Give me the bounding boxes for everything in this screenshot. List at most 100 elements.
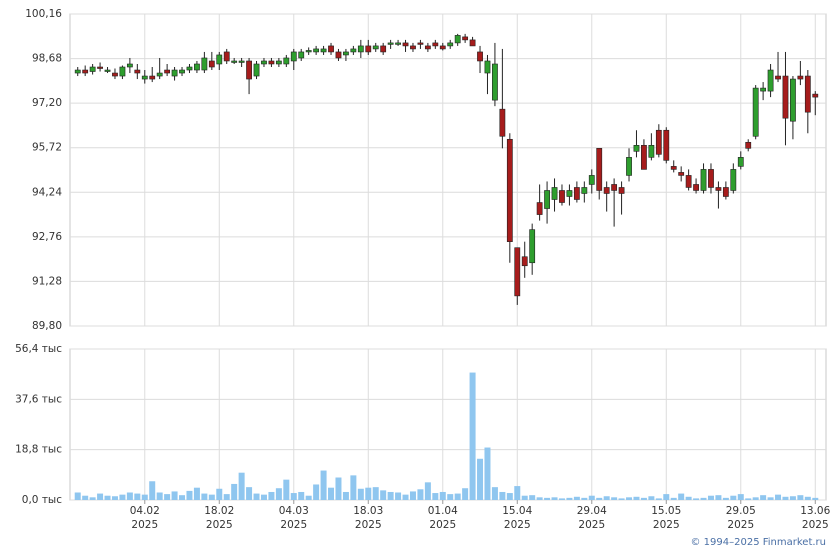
candle-body [231, 60, 238, 63]
candle-body [797, 75, 804, 80]
volume-bar [745, 498, 752, 500]
candle-body [365, 45, 372, 53]
volume-bar [246, 487, 253, 500]
y-tick-label: 37,6 тыс [15, 393, 62, 405]
volume-bar [693, 498, 700, 500]
volume-bar [603, 496, 610, 500]
x-tick-label: 2025 [429, 519, 456, 531]
x-tick-label: 04.03 [279, 505, 309, 517]
volume-bar [506, 493, 513, 500]
candle-body [641, 145, 647, 170]
candle-body [141, 75, 148, 80]
volume-bar [678, 493, 685, 500]
volume-bar [328, 487, 335, 500]
candle-body [97, 66, 103, 69]
volume-bar [767, 497, 774, 500]
candle-body [253, 63, 260, 77]
volume-bar [97, 493, 104, 500]
volume-bar [439, 491, 446, 500]
volume-bar [395, 492, 402, 500]
candle-body [156, 72, 163, 77]
candle-body [760, 87, 767, 92]
candle-body [603, 187, 610, 194]
volume-bar [648, 496, 655, 500]
candle-body [432, 42, 439, 47]
x-tick-label: 2025 [653, 519, 680, 531]
x-tick-label: 2025 [280, 519, 307, 531]
volume-bar [417, 489, 424, 500]
x-tick-label: 01.04 [428, 505, 458, 517]
candle-body [454, 35, 461, 44]
volume-bar [223, 494, 230, 500]
candle-body [149, 75, 156, 80]
volume-bar [402, 494, 409, 500]
volume-bar [730, 495, 737, 500]
y-tick-label: 0,0 тыс [22, 494, 62, 506]
candle-body [119, 66, 126, 77]
candle-body [380, 45, 387, 53]
volume-bar [670, 497, 677, 500]
candle-body [313, 48, 320, 53]
volume-bar [707, 495, 714, 500]
volume-bar [581, 497, 588, 500]
volume-bar [290, 493, 297, 500]
volume-bar [715, 495, 722, 500]
volume-bar [454, 493, 461, 500]
candle-body [708, 169, 714, 188]
candle-body [506, 138, 513, 242]
volume-bar [626, 497, 633, 500]
candle-body [499, 108, 506, 137]
x-tick-label: 2025 [131, 519, 158, 531]
candle-body [126, 63, 133, 68]
x-tick-label: 2025 [355, 519, 382, 531]
volume-bar [663, 494, 670, 500]
candle-body [596, 148, 603, 191]
candle-body [670, 166, 677, 170]
candle-body [752, 87, 759, 137]
candle-body [693, 184, 699, 191]
candle-body [387, 42, 394, 45]
volume-bar [89, 497, 96, 500]
y-tick-label: 98,68 [32, 53, 62, 65]
volume-bar [722, 497, 729, 500]
volume-bar [111, 496, 118, 500]
volume-bar [789, 496, 796, 500]
volume-bar [685, 496, 692, 500]
candle-body [484, 60, 491, 74]
candle-body [804, 75, 811, 113]
candle-body [335, 51, 342, 59]
y-tick-label: 100,16 [25, 8, 62, 20]
volume-bar [812, 497, 819, 500]
candle-body [223, 51, 230, 62]
volume-bar [201, 493, 208, 500]
y-tick-label: 56,4 тыс [15, 343, 62, 355]
volume-bar [558, 498, 565, 500]
x-tick-label: 2025 [504, 519, 531, 531]
candle-body [521, 256, 528, 267]
x-tick-label: 04.02 [130, 505, 160, 517]
volume-bar [186, 490, 193, 500]
candle-body [655, 129, 662, 155]
candle-body [447, 42, 454, 47]
candle-body [566, 190, 573, 197]
candle-body [536, 202, 543, 215]
candle-body [469, 39, 476, 47]
candle-body [767, 69, 774, 92]
candle-body [89, 66, 96, 72]
candle-body [238, 60, 245, 63]
candle-body [544, 190, 550, 209]
volume-bar [134, 493, 141, 500]
candle-body [395, 42, 401, 45]
y-tick-label: 95,72 [32, 142, 62, 154]
volume-bar [320, 470, 327, 500]
candle-body [812, 93, 819, 98]
candle-body [626, 157, 632, 176]
volume-bar [104, 495, 111, 500]
candle-body [171, 69, 178, 77]
volume-bar [260, 494, 267, 500]
x-tick-label: 29.05 [726, 505, 756, 517]
volume-bar [171, 491, 178, 500]
volume-bar [141, 494, 148, 500]
volume-bar [775, 494, 782, 500]
candle-body [283, 57, 290, 65]
